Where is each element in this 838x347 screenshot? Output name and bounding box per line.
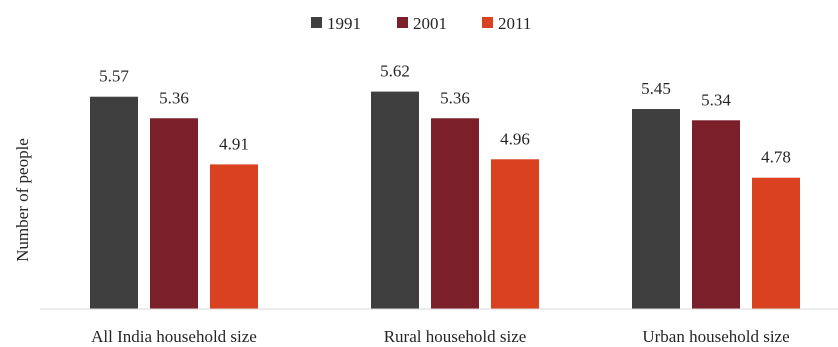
bar-1991-1 (371, 91, 419, 309)
x-tick-label-2: Urban household size (642, 327, 789, 346)
data-label-2001-1: 5.36 (440, 88, 470, 107)
bar-2001-1 (431, 118, 479, 309)
data-label-2011-1: 4.96 (500, 129, 530, 148)
bar-2001-2 (692, 120, 740, 309)
bar-2011-2 (752, 177, 800, 309)
legend: 1991 2001 2011 (311, 14, 531, 33)
data-label-1991-2: 5.45 (641, 79, 671, 98)
x-axis-ticks: All India household size Rural household … (91, 327, 790, 346)
y-axis-label: Number of people (13, 138, 32, 262)
data-label-2011-0: 4.91 (219, 134, 249, 153)
data-label-2011-2: 4.78 (761, 148, 791, 167)
legend-label-2001: 2001 (413, 14, 447, 33)
bar-1991-2 (632, 109, 680, 310)
bar-2001-0 (150, 118, 198, 309)
legend-label-1991: 1991 (327, 14, 361, 33)
data-label-2001-0: 5.36 (159, 88, 189, 107)
legend-swatch-2011 (482, 17, 493, 28)
bar-1991-0 (90, 96, 138, 309)
bar-2011-1 (491, 159, 539, 309)
data-label-2001-2: 5.34 (701, 90, 731, 109)
bar-2011-0 (210, 164, 258, 309)
data-label-1991-1: 5.62 (380, 62, 410, 81)
legend-swatch-1991 (311, 17, 322, 28)
legend-swatch-2001 (397, 17, 408, 28)
x-tick-label-0: All India household size (91, 327, 257, 346)
x-tick-label-1: Rural household size (384, 327, 527, 346)
plot-area: 5.57 5.36 4.91 5.62 5.36 4.96 5.45 5.34 4.78 (90, 62, 800, 310)
data-label-1991-0: 5.57 (99, 67, 129, 86)
legend-label-2011: 2011 (498, 14, 531, 33)
